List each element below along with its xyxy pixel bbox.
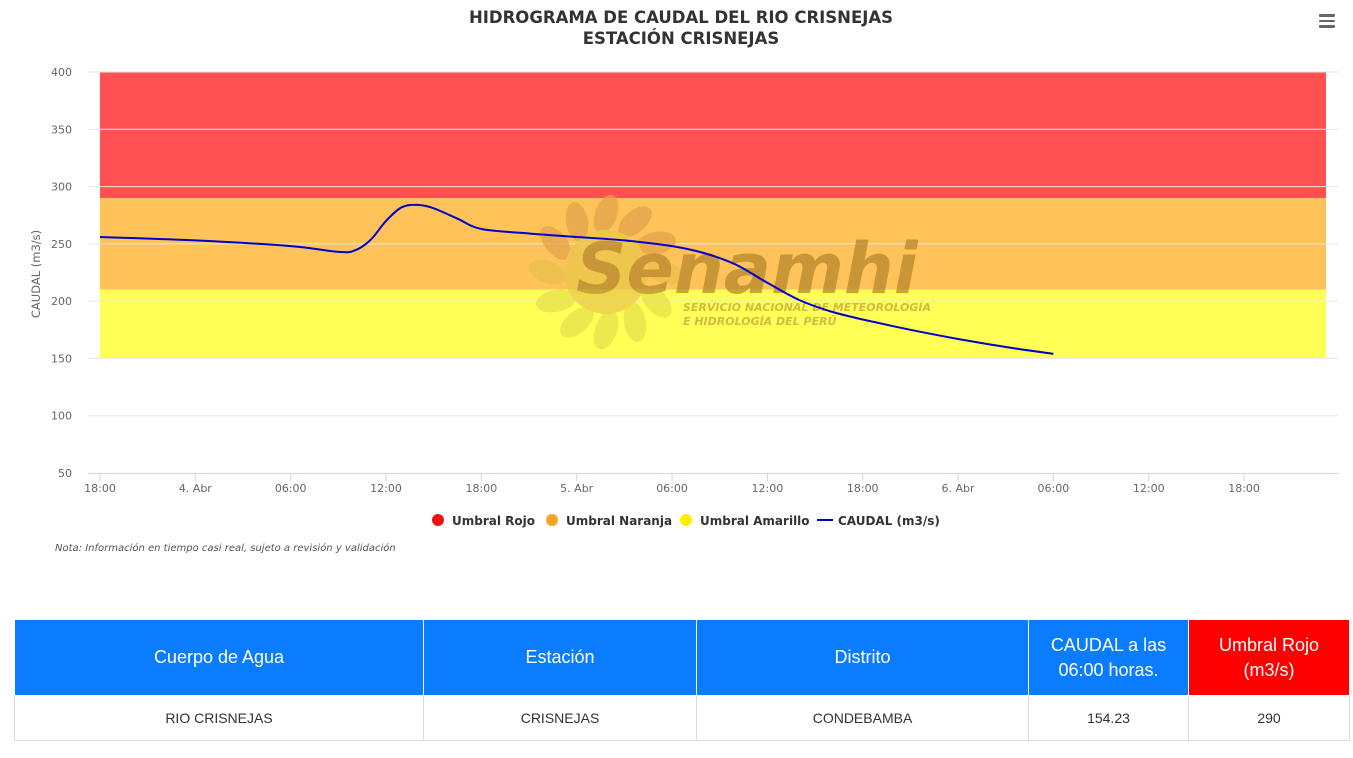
legend-label: Umbral Amarillo [700, 514, 810, 528]
y-tick-label: 200 [51, 295, 72, 308]
x-tick-label: 6. Abr [942, 482, 975, 495]
header-distrito: Distrito [696, 619, 1029, 696]
table-header-row: Cuerpo de Agua Estación Distrito CAUDAL … [14, 619, 1350, 696]
x-tick-label: 18:00 [847, 482, 879, 495]
y-tick-label: 400 [51, 66, 72, 79]
table-row: RIO CRISNEJAS CRISNEJAS CONDEBAMBA 154.2… [14, 695, 1350, 741]
x-tick-label: 06:00 [1038, 482, 1070, 495]
y-tick-label: 100 [51, 410, 72, 423]
x-tick-label: 12:00 [1133, 482, 1165, 495]
x-tick-label: 5. Abr [560, 482, 593, 495]
y-axis-label: CAUDAL (m3/s) [29, 230, 43, 318]
cell-caudal: 154.23 [1028, 695, 1189, 741]
cell-umbral-rojo: 290 [1188, 695, 1350, 741]
y-tick-label: 250 [51, 238, 72, 251]
cell-cuerpo-de-agua: RIO CRISNEJAS [14, 695, 424, 741]
hamburger-menu-icon[interactable] [1314, 10, 1340, 32]
x-tick-label: 18:00 [1228, 482, 1260, 495]
chart-title: HIDROGRAMA DE CAUDAL DEL RIO CRISNEJAS [469, 8, 893, 27]
x-tick-label: 12:00 [370, 482, 402, 495]
legend-item-umbral-amarillo[interactable]: Umbral Amarillo [680, 514, 810, 528]
legend: Umbral Rojo Umbral Naranja Umbral Amarillo… [432, 514, 940, 528]
header-umbral-rojo: Umbral Rojo (m3/s) [1188, 619, 1350, 696]
legend-item-umbral-rojo[interactable]: Umbral Rojo [432, 514, 535, 528]
header-estacion: Estación [423, 619, 697, 696]
header-cuerpo-de-agua: Cuerpo de Agua [14, 619, 424, 696]
chart-note: Nota: Información en tiempo casi real, s… [55, 543, 396, 554]
band-umbral-rojo [100, 72, 1326, 199]
legend-item-caudal-m3-s[interactable]: CAUDAL (m3/s) [817, 514, 940, 528]
legend-marker [546, 514, 558, 526]
header-caudal: CAUDAL a las 06:00 horas. [1028, 619, 1189, 696]
x-tick-label: 18:00 [84, 482, 116, 495]
chart-subtitle: ESTACIÓN CRISNEJAS [583, 29, 779, 48]
x-tick-label: 4. Abr [179, 482, 212, 495]
x-tick-label: 06:00 [275, 482, 307, 495]
watermark-line1: SERVICIO NACIONAL DE METEOROLOGÍA [683, 301, 931, 314]
legend-label: Umbral Rojo [452, 514, 535, 528]
chart: HIDROGRAMA DE CAUDAL DEL RIO CRISNEJAS E… [29, 8, 1338, 528]
legend-item-umbral-naranja[interactable]: Umbral Naranja [546, 514, 672, 528]
cell-estacion: CRISNEJAS [423, 695, 697, 741]
legend-label: CAUDAL (m3/s) [838, 514, 940, 528]
y-tick-label: 300 [51, 181, 72, 194]
station-table: Cuerpo de Agua Estación Distrito CAUDAL … [14, 619, 1350, 741]
y-tick-label: 50 [58, 467, 72, 480]
watermark-line2: E HIDROLOGÍA DEL PERÚ [683, 315, 837, 328]
x-tick-label: 12:00 [752, 482, 784, 495]
y-tick-label: 350 [51, 123, 72, 136]
caudal-series-line[interactable] [99, 203, 1054, 355]
x-tick-label: 18:00 [466, 482, 498, 495]
legend-marker [680, 514, 692, 526]
y-tick-label: 150 [51, 352, 72, 365]
legend-label: Umbral Naranja [566, 514, 672, 528]
legend-marker [432, 514, 444, 526]
x-tick-label: 06:00 [656, 482, 688, 495]
cell-distrito: CONDEBAMBA [696, 695, 1029, 741]
